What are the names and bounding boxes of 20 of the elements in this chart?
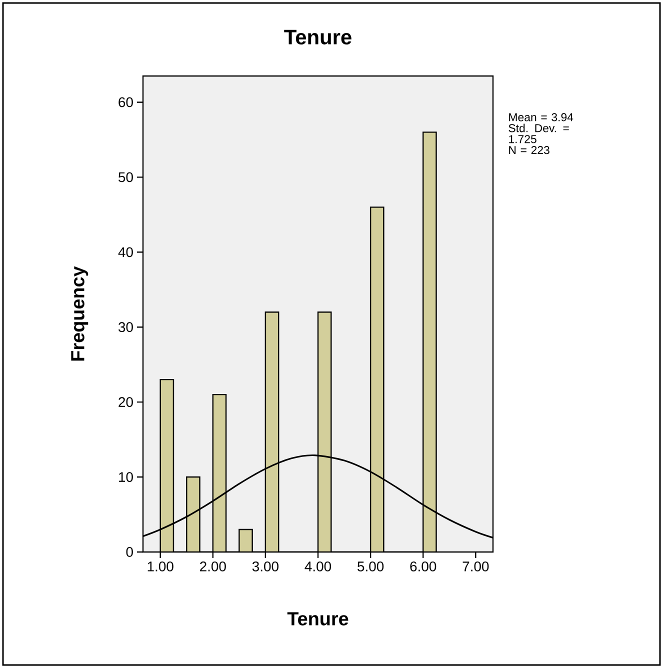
x-tick-label: 7.00 [462,562,489,572]
chart-title: Tenure [284,30,352,44]
x-tick-label: 2.00 [200,562,226,572]
x-tick-label: 1.00 [148,562,174,572]
y-tick-label: 10 [119,472,133,482]
y-tick-label: 20 [118,397,133,408]
x-tick-label: 6.00 [410,562,436,572]
y-tick-label: 50 [118,172,133,182]
y-tick-label: 60 [118,97,133,108]
x-axis-title: Tenure [287,612,348,626]
x-tick-label: 3.00 [252,562,278,572]
text: N = 223 [509,146,550,154]
text: Std. Dev. = 1.725 [508,124,569,144]
y-tick-label: 0 [126,547,133,557]
text: Mean = 3.94 [509,113,574,122]
y-tick-label: 40 [118,247,133,258]
x-tick-label: 5.00 [358,562,384,572]
x-tick-label: 4.00 [304,562,332,572]
y-axis-title: Frequency [71,266,88,361]
y-tick-label: 30 [118,322,133,332]
